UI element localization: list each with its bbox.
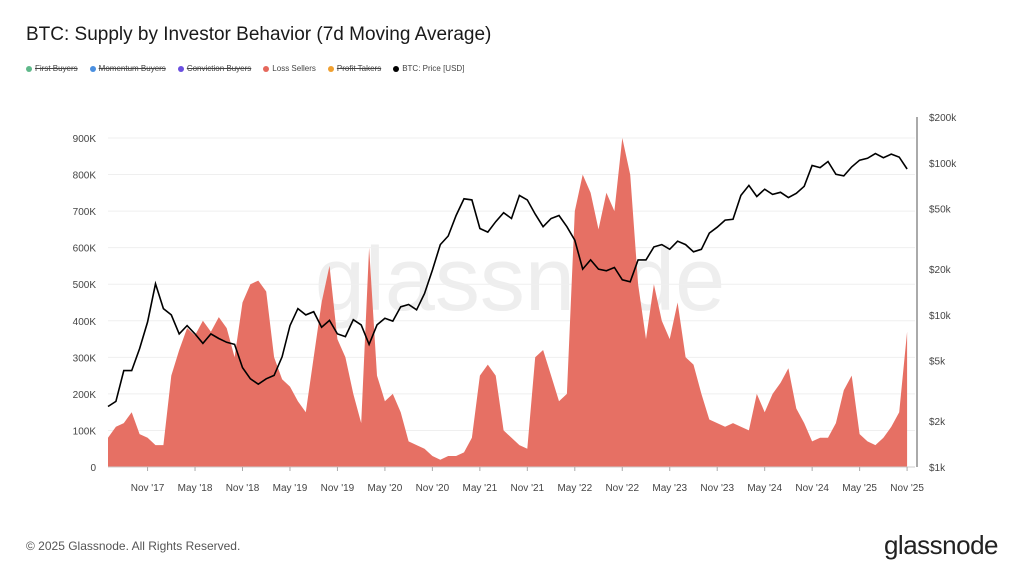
- y-right-tick-label: $200k: [929, 113, 957, 124]
- x-tick-label: May '18: [178, 483, 213, 494]
- brand-logo: glassnode: [883, 530, 999, 560]
- x-tick-label: May '21: [463, 483, 498, 494]
- x-tick-label: Nov '23: [700, 483, 734, 494]
- y-right-tick-label: $10k: [929, 311, 952, 322]
- x-tick-label: Nov '18: [226, 483, 260, 494]
- legend-label: Momentum Buyers: [98, 64, 166, 73]
- x-tick-label: Nov '21: [511, 483, 545, 494]
- x-tick-label: Nov '22: [605, 483, 639, 494]
- legend-dot-icon: [177, 65, 184, 72]
- x-tick-label: Nov '20: [416, 483, 450, 494]
- legend-dot-icon: [26, 65, 32, 72]
- y-left-tick-label: 500K: [73, 280, 97, 291]
- y-left-tick-label: 0: [90, 463, 96, 474]
- legend-dot-icon: [327, 65, 334, 72]
- legend-item[interactable]: Loss Sellers: [263, 64, 316, 73]
- x-tick-label: May '22: [557, 483, 592, 494]
- legend-item[interactable]: BTC: Price [USD]: [393, 64, 464, 73]
- loss-sellers-area: [108, 138, 908, 467]
- legend-dot-icon: [89, 65, 96, 72]
- legend-label: Profit Takers: [336, 64, 382, 73]
- y-left-tick-label: 300K: [73, 353, 97, 364]
- legend-dot-icon: [263, 65, 270, 72]
- y-right-tick-label: $100k: [929, 159, 957, 170]
- copyright: © 2025 Glassnode. All Rights Reserved.: [26, 539, 241, 553]
- legend: First Buyers Momentum Buyers Conviction Bu…: [26, 64, 464, 73]
- y-right-tick-label: $20k: [929, 265, 952, 276]
- y-left-tick-label: 900K: [73, 134, 97, 145]
- x-tick-label: Nov '24: [795, 483, 829, 494]
- y-right-tick-label: $2k: [929, 417, 946, 428]
- x-tick-label: May '25: [842, 483, 877, 494]
- btc-price-line: [107, 152, 908, 408]
- y-left-tick-label: 200K: [73, 390, 97, 401]
- legend-item[interactable]: Momentum Buyers: [89, 64, 166, 73]
- legend-label: BTC: Price [USD]: [402, 64, 465, 73]
- legend-item[interactable]: Profit Takers: [327, 64, 382, 73]
- legend-item[interactable]: Conviction Buyers: [177, 64, 252, 73]
- x-tick-label: May '23: [652, 483, 687, 494]
- legend-label: First Buyers: [35, 64, 78, 73]
- x-tick-label: May '20: [368, 483, 403, 494]
- legend-label: Loss Sellers: [272, 64, 316, 73]
- legend-dot-icon: [393, 65, 400, 72]
- x-tick-label: Nov '17: [131, 483, 165, 494]
- y-left-tick-label: 600K: [73, 244, 97, 255]
- y-right-tick-label: $5k: [929, 357, 946, 368]
- y-left-tick-label: 100K: [73, 426, 97, 437]
- y-left-tick-label: 700K: [73, 207, 97, 218]
- x-tick-label: Nov '19: [321, 483, 355, 494]
- y-right-tick-label: $50k: [929, 205, 952, 216]
- x-tick-label: May '19: [273, 483, 308, 494]
- y-right-tick-label: $1k: [929, 463, 946, 474]
- legend-label: Conviction Buyers: [186, 64, 252, 73]
- x-tick-label: Nov '25: [890, 483, 924, 494]
- y-left-tick-label: 800K: [73, 171, 97, 182]
- chart-title: BTC: Supply by Investor Behavior (7d Mov…: [26, 24, 492, 45]
- y-left-tick-label: 400K: [73, 317, 97, 328]
- x-tick-label: May '24: [747, 483, 782, 494]
- legend-item[interactable]: First Buyers: [26, 64, 78, 73]
